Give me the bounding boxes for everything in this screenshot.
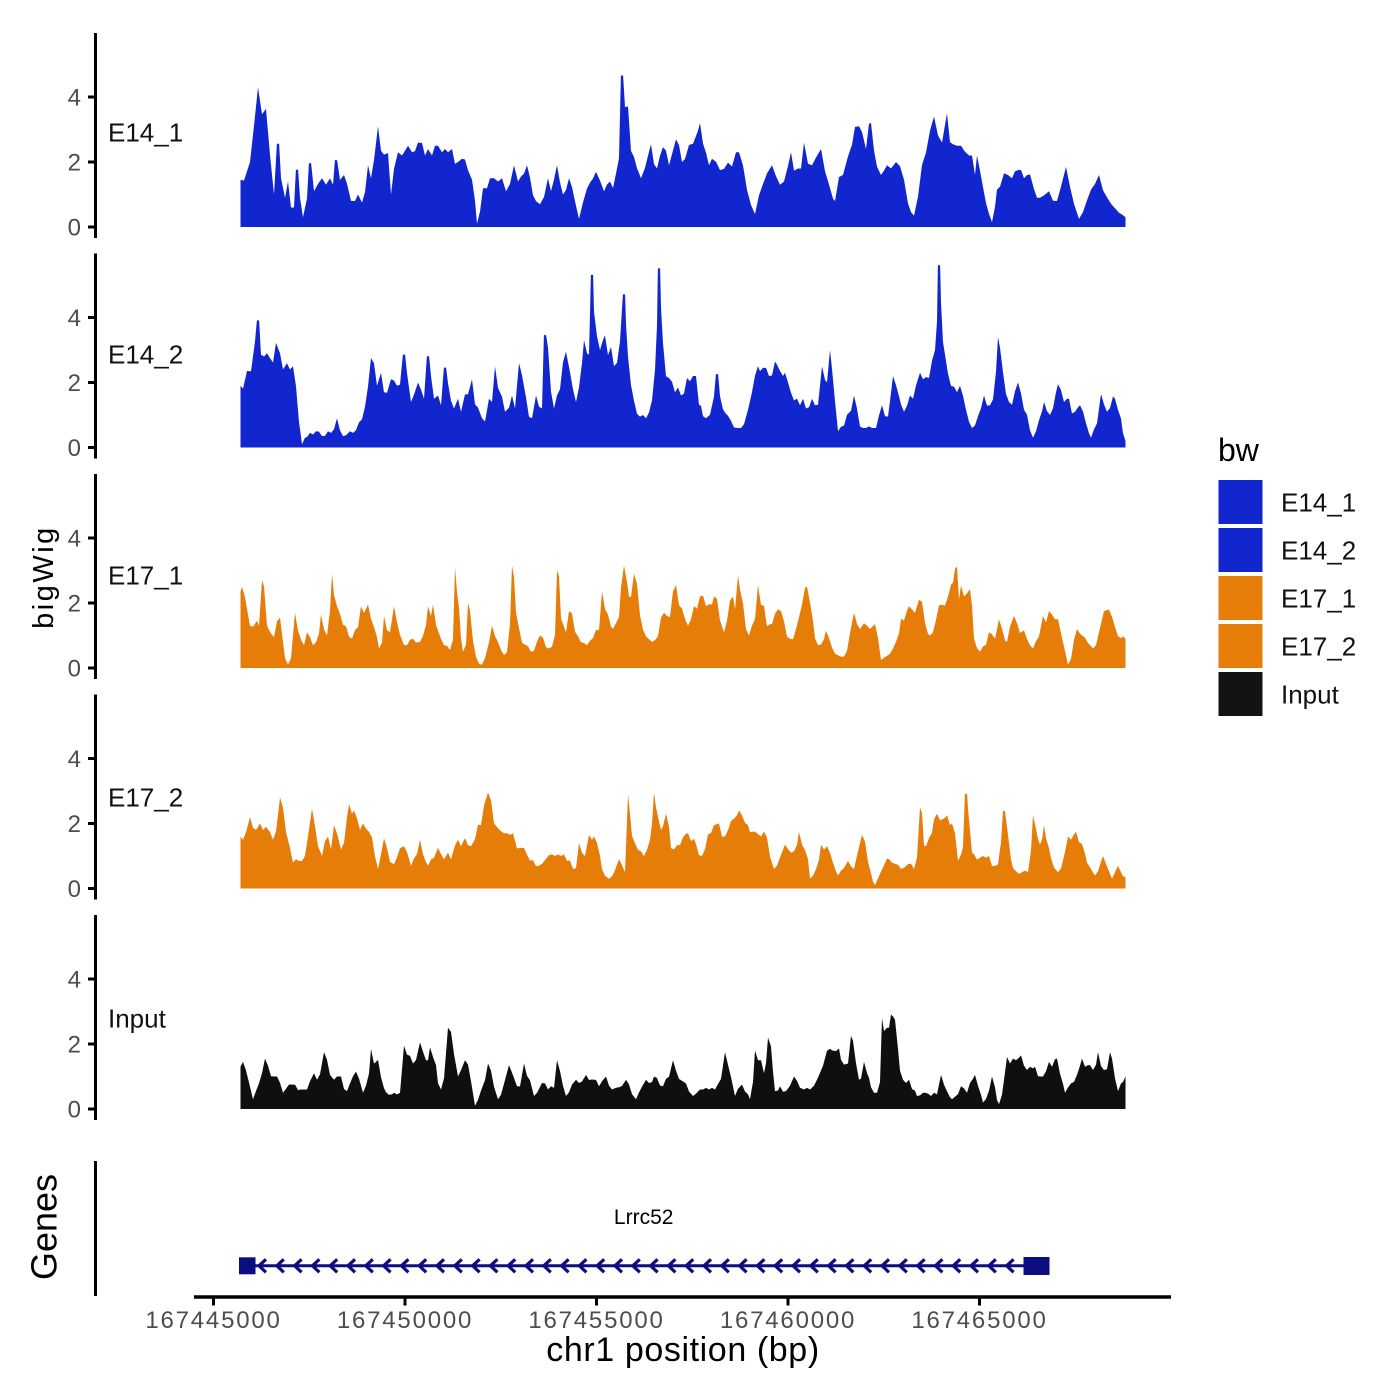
svg-text:bw: bw — [1218, 432, 1260, 468]
svg-text:4: 4 — [68, 967, 81, 994]
svg-text:167450000: 167450000 — [337, 1307, 473, 1334]
svg-text:0: 0 — [68, 1097, 81, 1124]
svg-text:0: 0 — [68, 435, 81, 462]
svg-text:E14_2: E14_2 — [1281, 536, 1356, 566]
svg-text:4: 4 — [68, 746, 81, 773]
svg-text:0: 0 — [68, 215, 81, 242]
svg-text:E17_1: E17_1 — [108, 561, 183, 591]
svg-text:Input: Input — [108, 1004, 167, 1034]
svg-text:chr1 position (bp): chr1 position (bp) — [546, 1331, 820, 1369]
svg-text:4: 4 — [68, 85, 81, 112]
svg-text:0: 0 — [68, 656, 81, 683]
svg-text:E17_2: E17_2 — [1281, 632, 1356, 662]
svg-text:2: 2 — [68, 811, 81, 838]
svg-text:4: 4 — [68, 305, 81, 332]
svg-text:E17_2: E17_2 — [108, 783, 183, 813]
svg-text:2: 2 — [68, 591, 81, 618]
svg-text:Lrrc52: Lrrc52 — [614, 1206, 674, 1229]
svg-text:167460000: 167460000 — [720, 1307, 856, 1334]
svg-text:4: 4 — [68, 526, 81, 553]
svg-text:2: 2 — [68, 370, 81, 397]
svg-text:0: 0 — [68, 876, 81, 903]
svg-text:167445000: 167445000 — [145, 1307, 281, 1334]
svg-text:167455000: 167455000 — [528, 1307, 664, 1334]
svg-text:2: 2 — [68, 150, 81, 177]
svg-text:2: 2 — [68, 1032, 81, 1059]
svg-text:Input: Input — [1281, 680, 1340, 710]
svg-text:E14_1: E14_1 — [1281, 488, 1356, 518]
svg-text:167465000: 167465000 — [911, 1307, 1047, 1334]
svg-text:E17_1: E17_1 — [1281, 584, 1356, 614]
svg-text:E14_1: E14_1 — [108, 118, 183, 148]
svg-text:bigWig: bigWig — [28, 525, 60, 629]
svg-text:Genes: Genes — [24, 1174, 65, 1280]
svg-text:E14_2: E14_2 — [108, 340, 183, 370]
